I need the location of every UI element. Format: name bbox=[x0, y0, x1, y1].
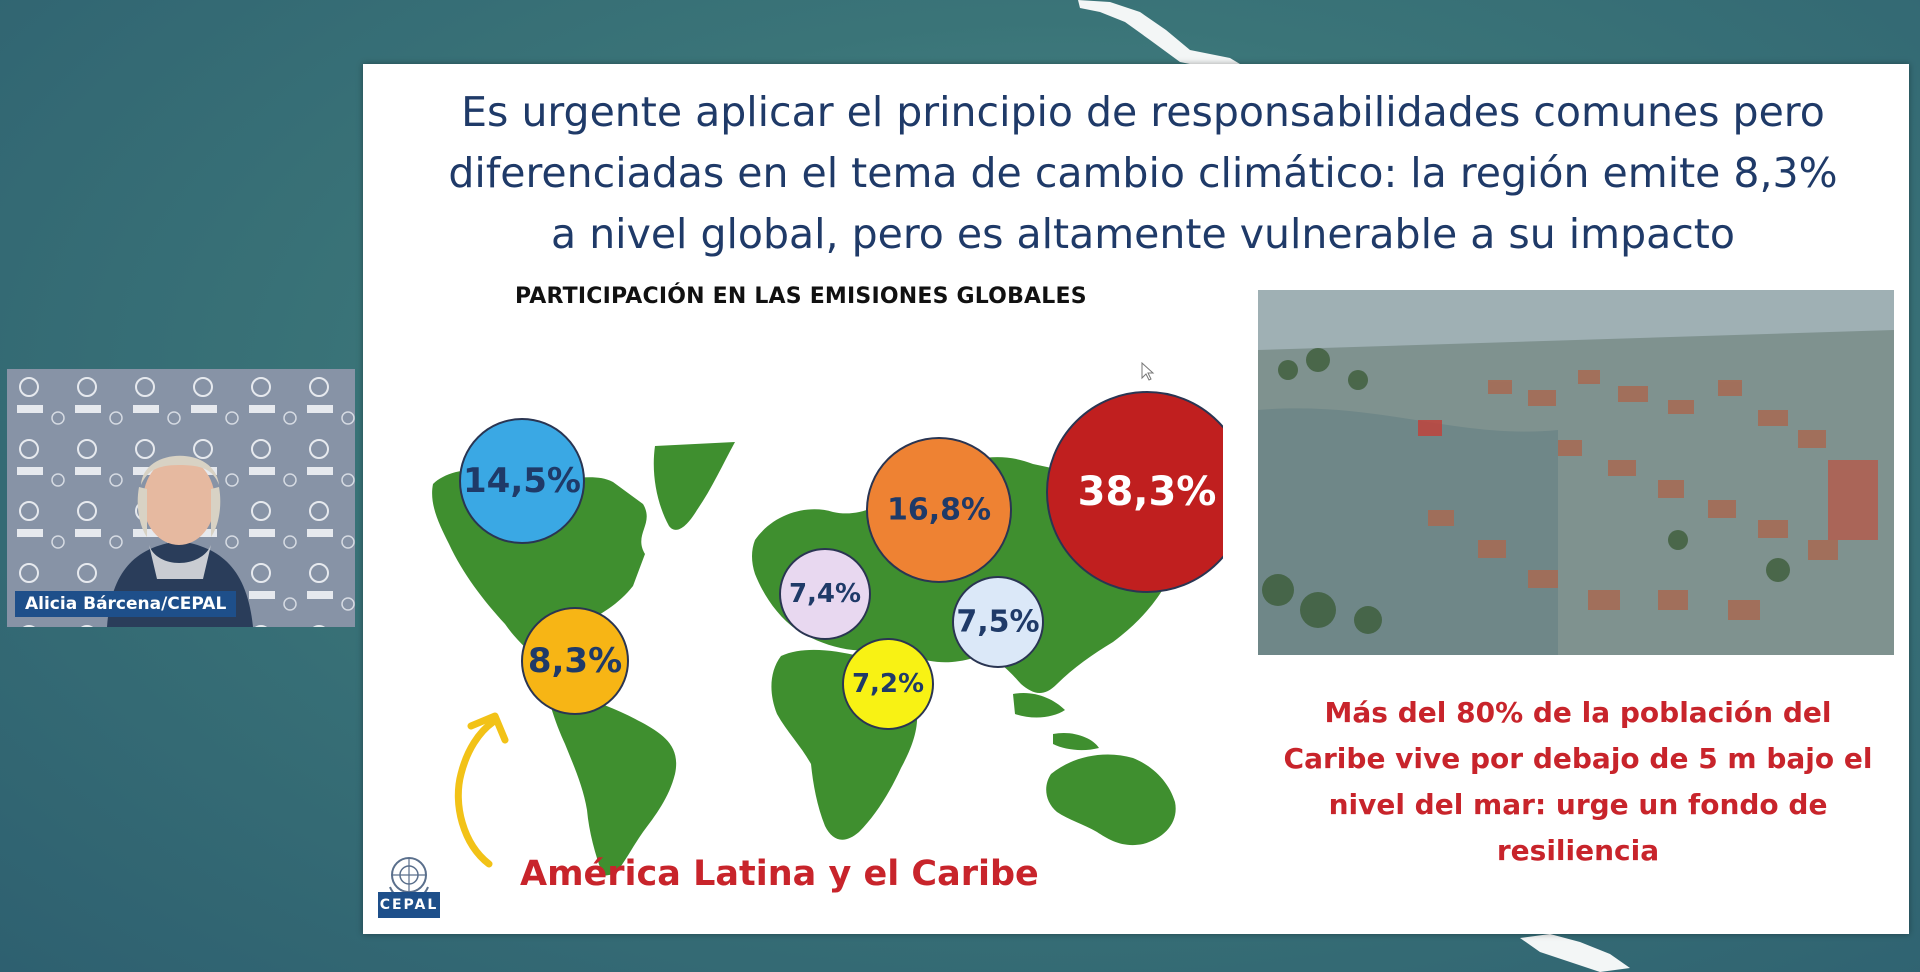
background-map-silhouette-bottom bbox=[1520, 934, 1630, 972]
resilience-line: Caribe vive por debajo de 5 m bajo el bbox=[1283, 742, 1873, 775]
slide-title: Es urgente aplicar el principio de respo… bbox=[423, 82, 1863, 265]
emission-bubble-europe: 16,8% bbox=[866, 437, 1012, 583]
emission-bubble-label: 7,2% bbox=[852, 669, 924, 699]
flood-aerial-photo bbox=[1258, 290, 1894, 655]
emission-bubble-south-asia: 7,5% bbox=[952, 576, 1044, 668]
speaker-video-tile[interactable]: Alicia Bárcena/CEPAL bbox=[7, 369, 355, 627]
emission-bubble-circle bbox=[842, 638, 934, 730]
emission-bubble-label: 7,4% bbox=[789, 579, 861, 609]
world-emissions-map: 14,5% 8,3% 16,8% 38,3% 7,4% 7,5% 7,2% bbox=[432, 391, 1223, 876]
slide-title-line: diferenciadas en el tema de cambio climá… bbox=[448, 149, 1838, 197]
slide-title-line: Es urgente aplicar el principio de respo… bbox=[461, 88, 1825, 136]
emission-bubble-label: 8,3% bbox=[528, 641, 622, 681]
emission-bubble-circle bbox=[521, 607, 629, 715]
emission-bubble-north-america: 14,5% bbox=[459, 418, 585, 544]
resilience-line: nivel del mar: urge un fondo de bbox=[1328, 788, 1828, 821]
slide-title-line: a nivel global, pero es altamente vulner… bbox=[551, 210, 1735, 258]
continent-south-america bbox=[543, 664, 677, 876]
continent-australia bbox=[1046, 754, 1176, 846]
arrow-up-curved-icon bbox=[454, 718, 497, 868]
resilience-statement: Más del 80% de la población del Caribe v… bbox=[1248, 690, 1908, 874]
emission-bubble-circle bbox=[866, 437, 1012, 583]
region-caption: América Latina y el Caribe bbox=[520, 854, 1039, 894]
emission-bubble-label: 38,3% bbox=[1078, 469, 1217, 515]
emissions-section-heading: PARTICIPACIÓN EN LAS EMISIONES GLOBALES bbox=[515, 284, 1087, 309]
presentation-slide: Es urgente aplicar el principio de respo… bbox=[363, 64, 1909, 934]
emission-bubble-middle-east: 7,4% bbox=[779, 548, 871, 640]
emission-bubble-circle bbox=[459, 418, 585, 544]
resilience-line: resiliencia bbox=[1496, 834, 1660, 867]
continent-greenland bbox=[653, 442, 735, 530]
mouse-cursor-icon bbox=[1141, 362, 1155, 381]
emission-bubble-china: 38,3% bbox=[1046, 391, 1223, 593]
un-emblem-icon bbox=[389, 857, 429, 903]
emission-bubble-circle bbox=[1046, 391, 1223, 593]
emission-bubble-label: 7,5% bbox=[956, 605, 1039, 640]
emission-bubble-label: 14,5% bbox=[463, 461, 581, 501]
continent-se-asia-islands bbox=[1013, 692, 1099, 751]
background-map-silhouette-top bbox=[1078, 0, 1250, 70]
arrow-head bbox=[467, 712, 509, 744]
emission-bubbles: 14,5% 8,3% 16,8% 38,3% 7,4% 7,5% 7,2% bbox=[459, 391, 1223, 730]
emission-bubble-circle bbox=[779, 548, 871, 640]
speaker-name-label: Alicia Bárcena/CEPAL bbox=[15, 591, 237, 617]
resilience-line: Más del 80% de la población del bbox=[1324, 696, 1832, 729]
speaker-video-feed bbox=[7, 369, 355, 627]
emission-bubble-africa: 7,2% bbox=[842, 638, 934, 730]
cepal-logo-badge: CEPAL bbox=[378, 892, 440, 918]
emission-bubble-label: 16,8% bbox=[887, 493, 991, 528]
emission-bubble-circle bbox=[952, 576, 1044, 668]
emission-bubble-latin-america-caribbean: 8,3% bbox=[521, 607, 629, 715]
